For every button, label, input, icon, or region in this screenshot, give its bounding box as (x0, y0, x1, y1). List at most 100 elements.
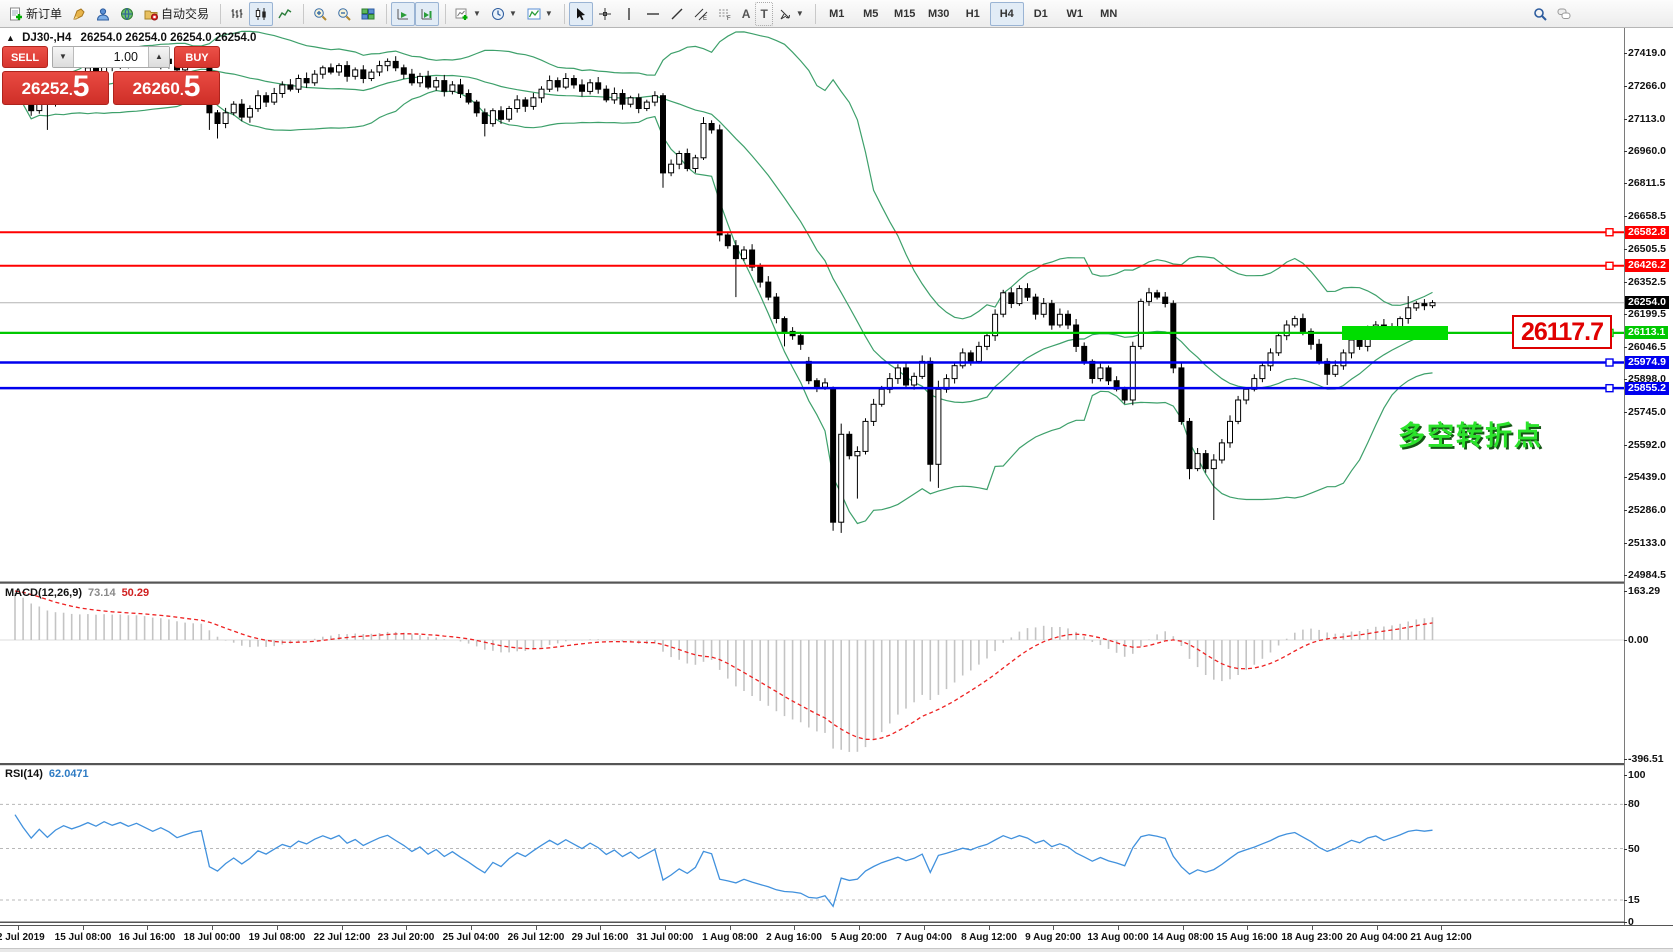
timeframe-tab-H4[interactable]: H4 (989, 1, 1024, 26)
line-chart-icon (278, 8, 292, 18)
candle (724, 234, 731, 247)
rsi-axis-tick: 15 (1624, 894, 1640, 906)
price-callout-label[interactable]: 26117.7 (1512, 315, 1612, 349)
chat-icon[interactable] (1557, 7, 1571, 21)
new-chart-button[interactable]: ▼ (450, 2, 486, 26)
community-button[interactable] (115, 2, 139, 26)
candle (514, 99, 521, 110)
timeframe-tab-M1[interactable]: M1 (829, 7, 845, 20)
macd-indicator-label: MACD(12,26,9) 73.14 50.29 (5, 587, 149, 599)
candle (1008, 292, 1015, 304)
text-tool-icon: A (741, 6, 751, 21)
vertical-line-tool-button[interactable] (617, 2, 641, 26)
time-label: 23 Jul 20:00 (377, 932, 435, 943)
bar-chart-mode-button[interactable] (225, 2, 249, 26)
time-tick (1247, 926, 1248, 930)
candle (376, 65, 383, 73)
volume-increase-button[interactable]: ▲ (148, 47, 169, 67)
candlestick-mode-button[interactable] (249, 1, 274, 26)
fibonacci-tool-button[interactable]: F (713, 2, 737, 26)
label-tool-button[interactable]: T (755, 1, 773, 26)
timeframe-tab-W1[interactable]: W1 (1066, 7, 1083, 20)
candle (1413, 303, 1420, 309)
time-label: 15 Aug 16:00 (1216, 932, 1278, 943)
tile-windows-button[interactable] (356, 2, 380, 26)
chart-plot-area[interactable] (0, 28, 1624, 925)
price-tick: 27113.0 (1623, 113, 1666, 125)
candle (562, 78, 569, 88)
trendline-tool-button[interactable] (665, 2, 689, 26)
highlight-rectangle[interactable] (1342, 326, 1448, 340)
timeframe-group: M1 M5 M15 M30 H1 H4 D1 W1 MN (820, 1, 1126, 26)
periods-button[interactable]: ▼ (486, 2, 522, 26)
volume-input[interactable]: 1.00 (113, 50, 138, 64)
candle (1178, 367, 1185, 422)
chart-shift-icon (421, 8, 433, 19)
buy-price-dot: . (179, 82, 184, 98)
timeframe-tab-MN[interactable]: MN (1100, 7, 1118, 20)
profile-button[interactable] (91, 2, 115, 26)
buy-price-button[interactable]: 26260. 5 (113, 71, 220, 105)
candle (668, 163, 675, 174)
time-label: 31 Jul 00:00 (636, 932, 694, 943)
macd-signal-line (14, 590, 1433, 741)
candle (214, 112, 221, 125)
timeframe-tab-H1[interactable]: H1 (965, 7, 980, 20)
timeframe-tab-M15[interactable]: M15 (894, 7, 916, 20)
volume-decrease-button[interactable]: ▼ (53, 47, 74, 67)
candle (1146, 292, 1152, 302)
templates-button[interactable]: ▼ (522, 2, 558, 26)
toolbar-separator (445, 3, 447, 24)
zoom-in-button[interactable] (308, 2, 332, 26)
candle (935, 388, 942, 465)
candle (797, 335, 804, 345)
crosshair-tool-button[interactable] (593, 2, 617, 26)
styles-button[interactable] (67, 2, 91, 26)
timeframe-tab-M5[interactable]: M5 (863, 7, 879, 20)
price-tick: 25592.0 (1624, 439, 1666, 451)
timeframe-tab-M30[interactable]: M30 (928, 7, 950, 20)
ohlc-bars-icon (231, 8, 243, 18)
dropdown-caret: ▼ (508, 9, 517, 18)
macd-axis-tick: 163.29 (1623, 585, 1661, 597)
time-tick (924, 926, 925, 930)
horizontal-line-icon (646, 12, 659, 15)
svg-text:F: F (727, 16, 731, 21)
price-scale[interactable]: 27419.0 27266.0 27113.0 26960.0 26811.5 26658… (1623, 28, 1673, 928)
candle (1429, 302, 1436, 307)
chart-shift-button[interactable] (415, 1, 440, 26)
horizontal-line-tool-button[interactable] (641, 2, 665, 26)
candle (700, 123, 707, 159)
collapse-arrow-icon[interactable]: ▲ (6, 33, 15, 43)
candle (741, 249, 747, 260)
candle (903, 367, 909, 386)
sell-button[interactable]: SELL (2, 46, 48, 68)
time-label: 5 Aug 20:00 (831, 932, 887, 943)
candle (1299, 318, 1306, 333)
line-chart-mode-button[interactable] (273, 2, 297, 26)
search-icon[interactable] (1533, 7, 1547, 21)
one-click-trading-panel: SELL ▼ 1.00 ▲ BUY 26252. 5 26260. 5 (2, 46, 220, 105)
price-line-badge: 26426.2 (1625, 259, 1669, 272)
time-axis[interactable]: 12 Jul 2019 15 Jul 08:00 16 Jul 16:00 18 Ju… (0, 925, 1673, 949)
candle (1073, 324, 1080, 347)
price-tick: 25286.0 (1624, 504, 1666, 516)
price-line-badge: 25974.9 (1625, 356, 1669, 369)
new-order-button[interactable]: 新订单 (4, 2, 67, 26)
auto-scroll-button[interactable] (391, 1, 416, 26)
cursor-tool-button[interactable] (568, 1, 593, 26)
zoom-out-button[interactable] (332, 2, 356, 26)
candle (676, 153, 683, 165)
channel-tool-button[interactable]: E (689, 2, 713, 26)
timeframe-tab-D1[interactable]: D1 (1033, 7, 1048, 20)
arrows-tool-button[interactable]: ▼ (773, 2, 809, 26)
price-tick: 26352.5 (1624, 276, 1666, 288)
text-tool-button[interactable]: A (737, 2, 756, 26)
candle (992, 313, 999, 337)
turning-point-text[interactable]: 多空转折点 (1398, 421, 1543, 451)
buy-button[interactable]: BUY (174, 46, 220, 68)
candle (498, 110, 504, 120)
autotrading-button[interactable]: 自动交易 (139, 2, 214, 26)
price-tick: 26658.5 (1624, 210, 1666, 222)
sell-price-button[interactable]: 26252. 5 (2, 71, 109, 105)
